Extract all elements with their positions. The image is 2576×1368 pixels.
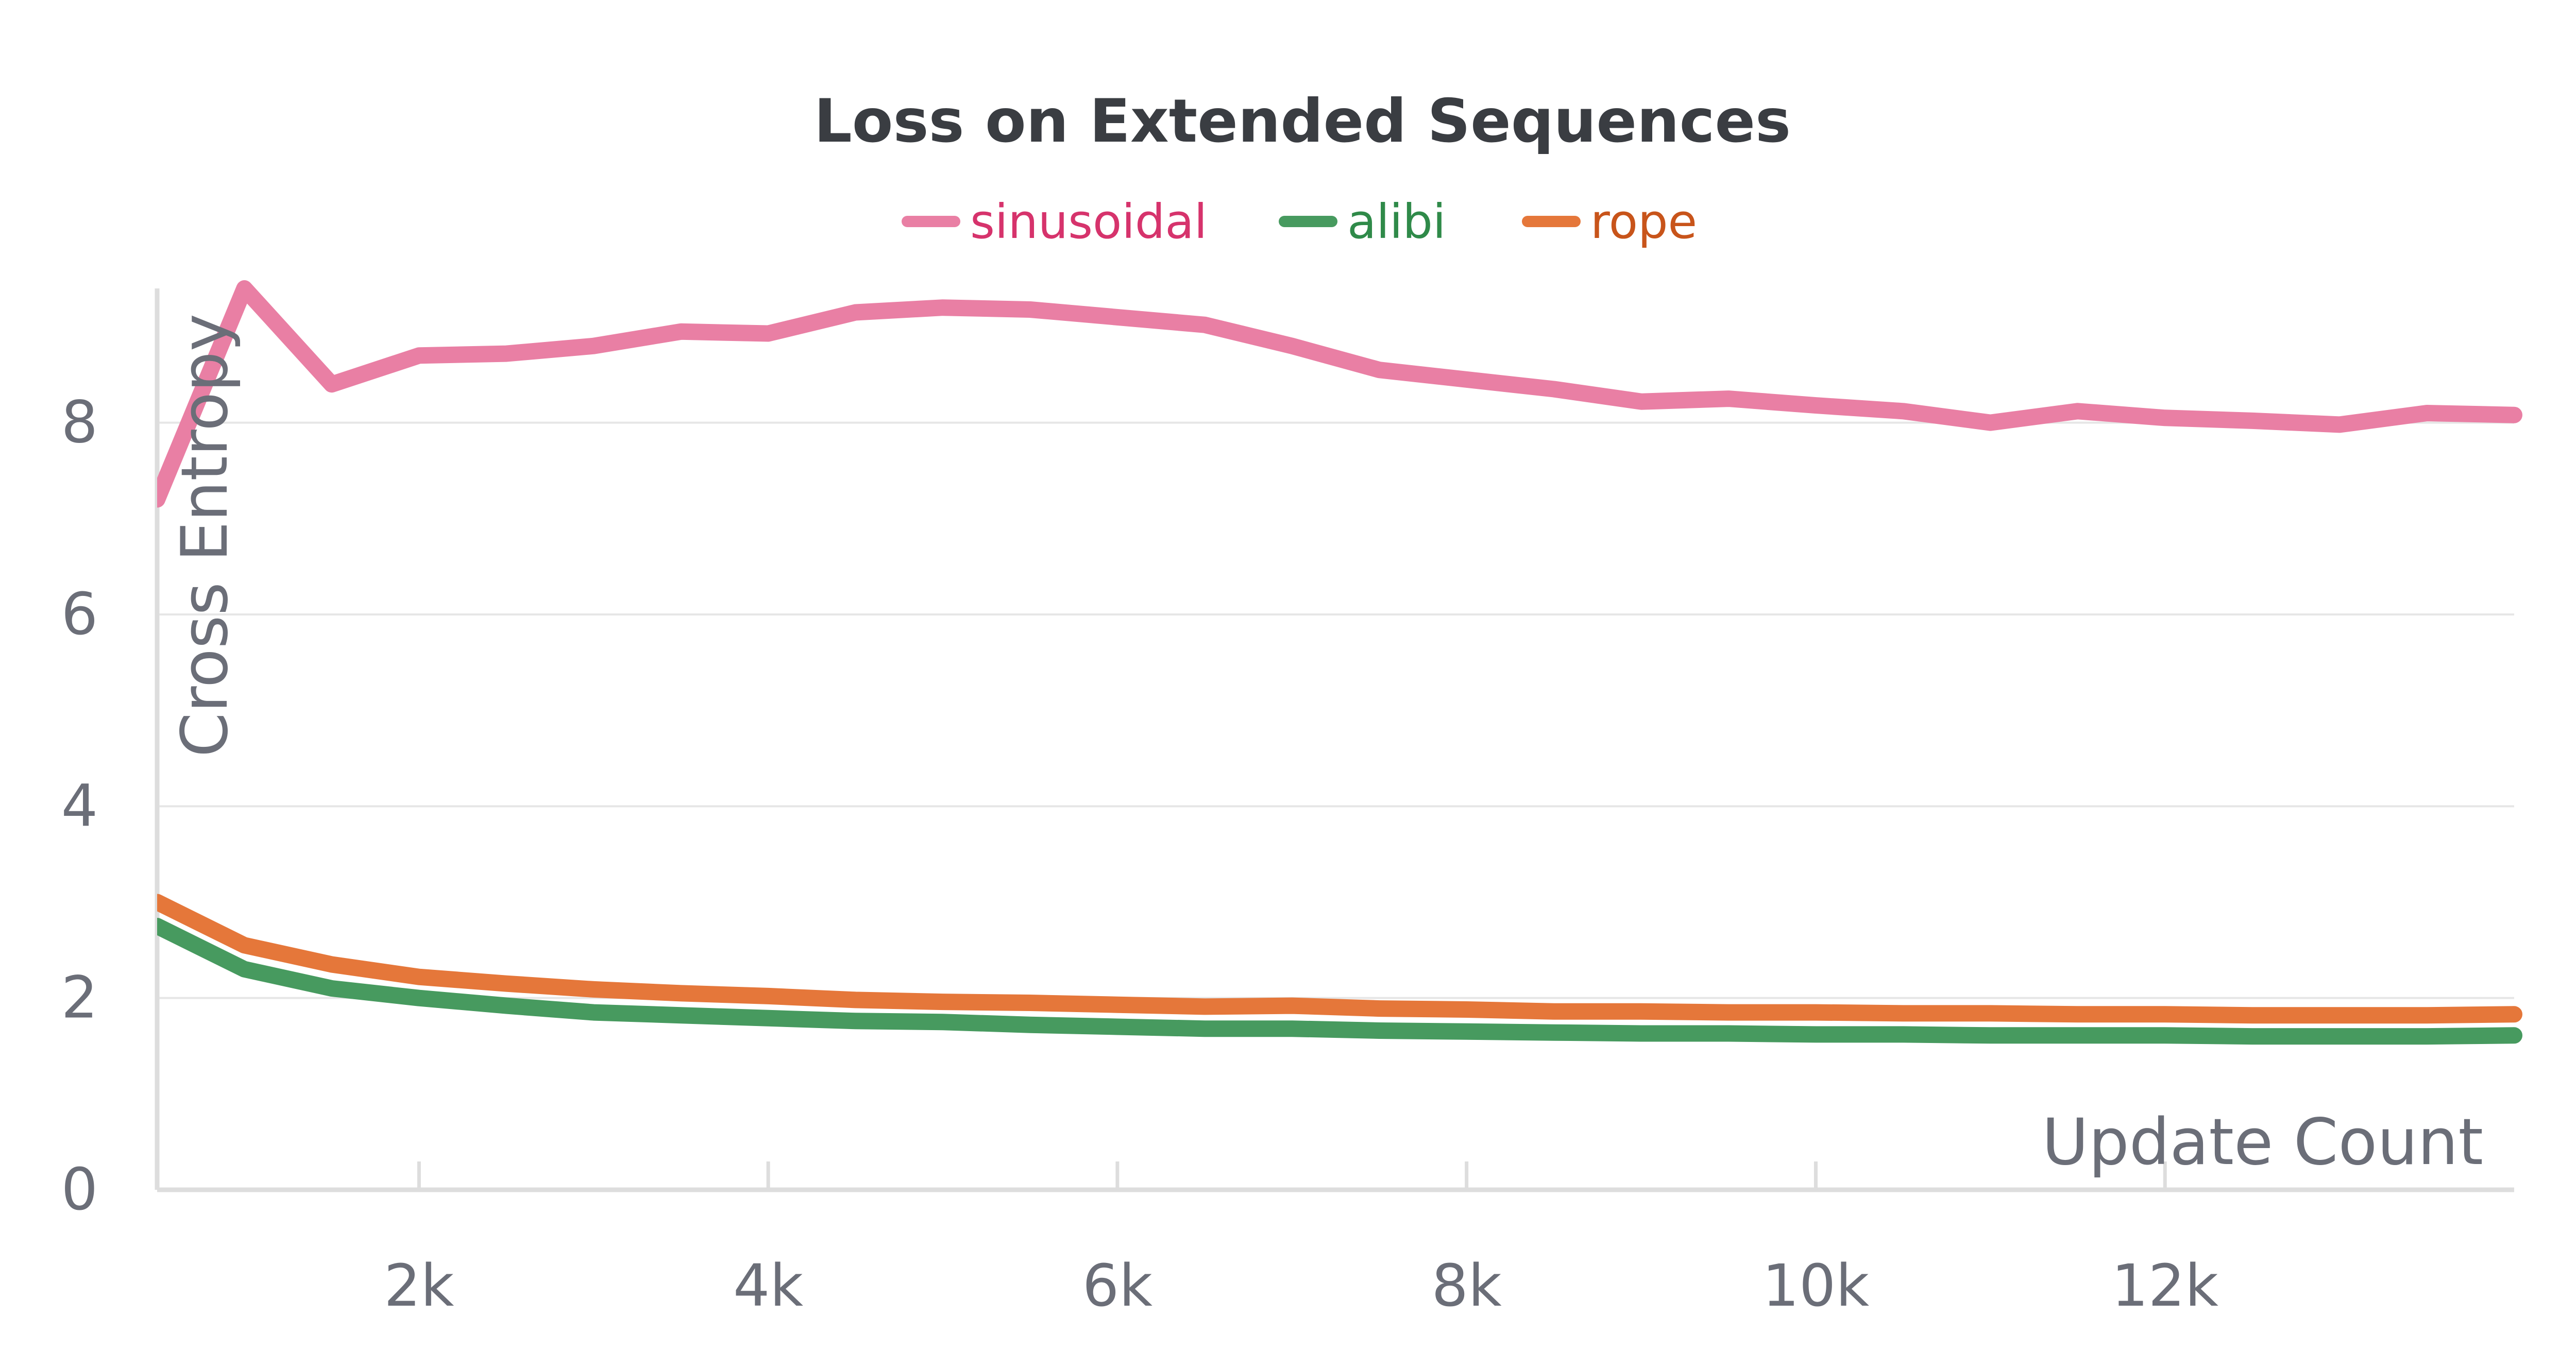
y-tick-label: 6	[61, 581, 98, 648]
legend: sinusoidal alibi rope	[902, 194, 1697, 249]
y-tick-label: 2	[61, 965, 98, 1032]
x-tick-label: 12k	[2112, 1253, 2219, 1320]
y-tick-label: 4	[61, 773, 98, 840]
x-tick-label: 6k	[1082, 1253, 1153, 1320]
series-line-rope	[157, 894, 2522, 1024]
x-tick-label: 2k	[384, 1253, 454, 1320]
legend-label: rope	[1590, 194, 1697, 249]
series-line-sinusoidal	[157, 280, 2522, 508]
y-tick-label: 0	[61, 1156, 98, 1223]
y-tick-label: 8	[61, 389, 98, 456]
axes	[155, 288, 2514, 1192]
legend-item-sinusoidal: sinusoidal	[902, 194, 1207, 249]
x-tick-label: 8k	[1432, 1253, 1502, 1320]
legend-item-alibi: alibi	[1279, 194, 1446, 249]
x-axis-title: Update Count	[2042, 1105, 2483, 1179]
series-line-alibi	[157, 918, 2522, 1045]
x-tick-label: 4k	[733, 1253, 803, 1320]
tick-labels: 0 2 4 6 8 2k 4k 6k 8k 10k 12k	[61, 389, 2218, 1320]
series-lines	[157, 280, 2522, 1045]
gridlines	[157, 421, 2514, 999]
chart-title: Loss on Extended Sequences	[814, 87, 1791, 156]
legend-label: alibi	[1347, 194, 1446, 249]
legend-label: sinusoidal	[970, 194, 1207, 249]
legend-item-rope: rope	[1522, 194, 1697, 249]
x-tick-label: 10k	[1762, 1253, 1870, 1320]
y-axis-title: Cross Entropy	[168, 314, 242, 757]
